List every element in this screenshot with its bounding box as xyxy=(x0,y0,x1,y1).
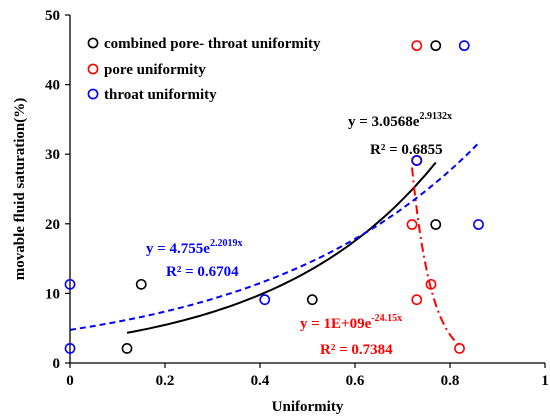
data-point xyxy=(473,219,484,230)
data-point xyxy=(430,219,442,230)
data-point xyxy=(430,40,442,52)
trendline-equation: y = 4.755e2.2019x xyxy=(146,238,242,257)
data-point xyxy=(411,294,423,306)
data-point xyxy=(411,40,423,52)
legend-label: combined pore- throat uniformity xyxy=(104,36,321,52)
chart-trendlines xyxy=(69,142,480,347)
data-point xyxy=(306,294,318,306)
chart-points xyxy=(64,40,484,354)
trendline-equation: y = 1E+09e-24.15x xyxy=(300,313,402,332)
trendline-r2: R² = 0.7384 xyxy=(320,342,393,358)
trendline xyxy=(69,142,480,331)
data-point xyxy=(406,219,418,230)
x-tick-label: 1 xyxy=(541,373,549,389)
data-point xyxy=(411,155,423,166)
data-point xyxy=(64,342,76,354)
data-point xyxy=(259,294,271,306)
legend-marker xyxy=(87,88,99,100)
trendline xyxy=(126,161,437,334)
trendline-r2: R² = 0.6855 xyxy=(370,142,443,158)
data-point xyxy=(64,278,76,290)
data-point xyxy=(425,278,437,290)
chart-equations: y = 3.0568e2.9132x R² = 0.6855 y = 1E+09e-… xyxy=(146,111,452,358)
legend-label: throat uniformity xyxy=(104,87,217,103)
y-tick-label: 30 xyxy=(45,147,60,163)
data-point xyxy=(135,278,147,290)
x-axis-title: Uniformity xyxy=(272,399,344,415)
x-tick-label: 0.2 xyxy=(156,373,175,389)
y-tick-label: 0 xyxy=(53,356,61,372)
trendline xyxy=(411,167,461,347)
legend-marker xyxy=(87,37,99,49)
y-tick-label: 10 xyxy=(45,286,60,302)
chart-legend: combined pore- throat uniformity pore uni… xyxy=(87,36,321,103)
x-tick-label: 0 xyxy=(66,373,74,389)
y-tick-label: 50 xyxy=(45,8,60,24)
x-tick-label: 0.4 xyxy=(251,373,270,389)
x-tick-label: 0.6 xyxy=(346,373,365,389)
data-point xyxy=(458,40,470,52)
trendline-equation: y = 3.0568e2.9132x xyxy=(348,111,452,130)
data-point xyxy=(454,342,465,354)
y-tick-label: 40 xyxy=(45,78,60,94)
data-point xyxy=(121,342,133,354)
x-tick-label: 0.8 xyxy=(441,373,460,389)
legend-label: pore uniformity xyxy=(104,62,206,78)
trendline-r2: R² = 0.6704 xyxy=(166,264,239,280)
y-tick-label: 20 xyxy=(45,217,60,233)
y-axis-title: movable fluid saturation(%) xyxy=(12,98,28,281)
legend-marker xyxy=(87,63,99,75)
